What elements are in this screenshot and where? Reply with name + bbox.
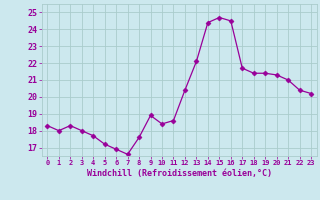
- X-axis label: Windchill (Refroidissement éolien,°C): Windchill (Refroidissement éolien,°C): [87, 169, 272, 178]
